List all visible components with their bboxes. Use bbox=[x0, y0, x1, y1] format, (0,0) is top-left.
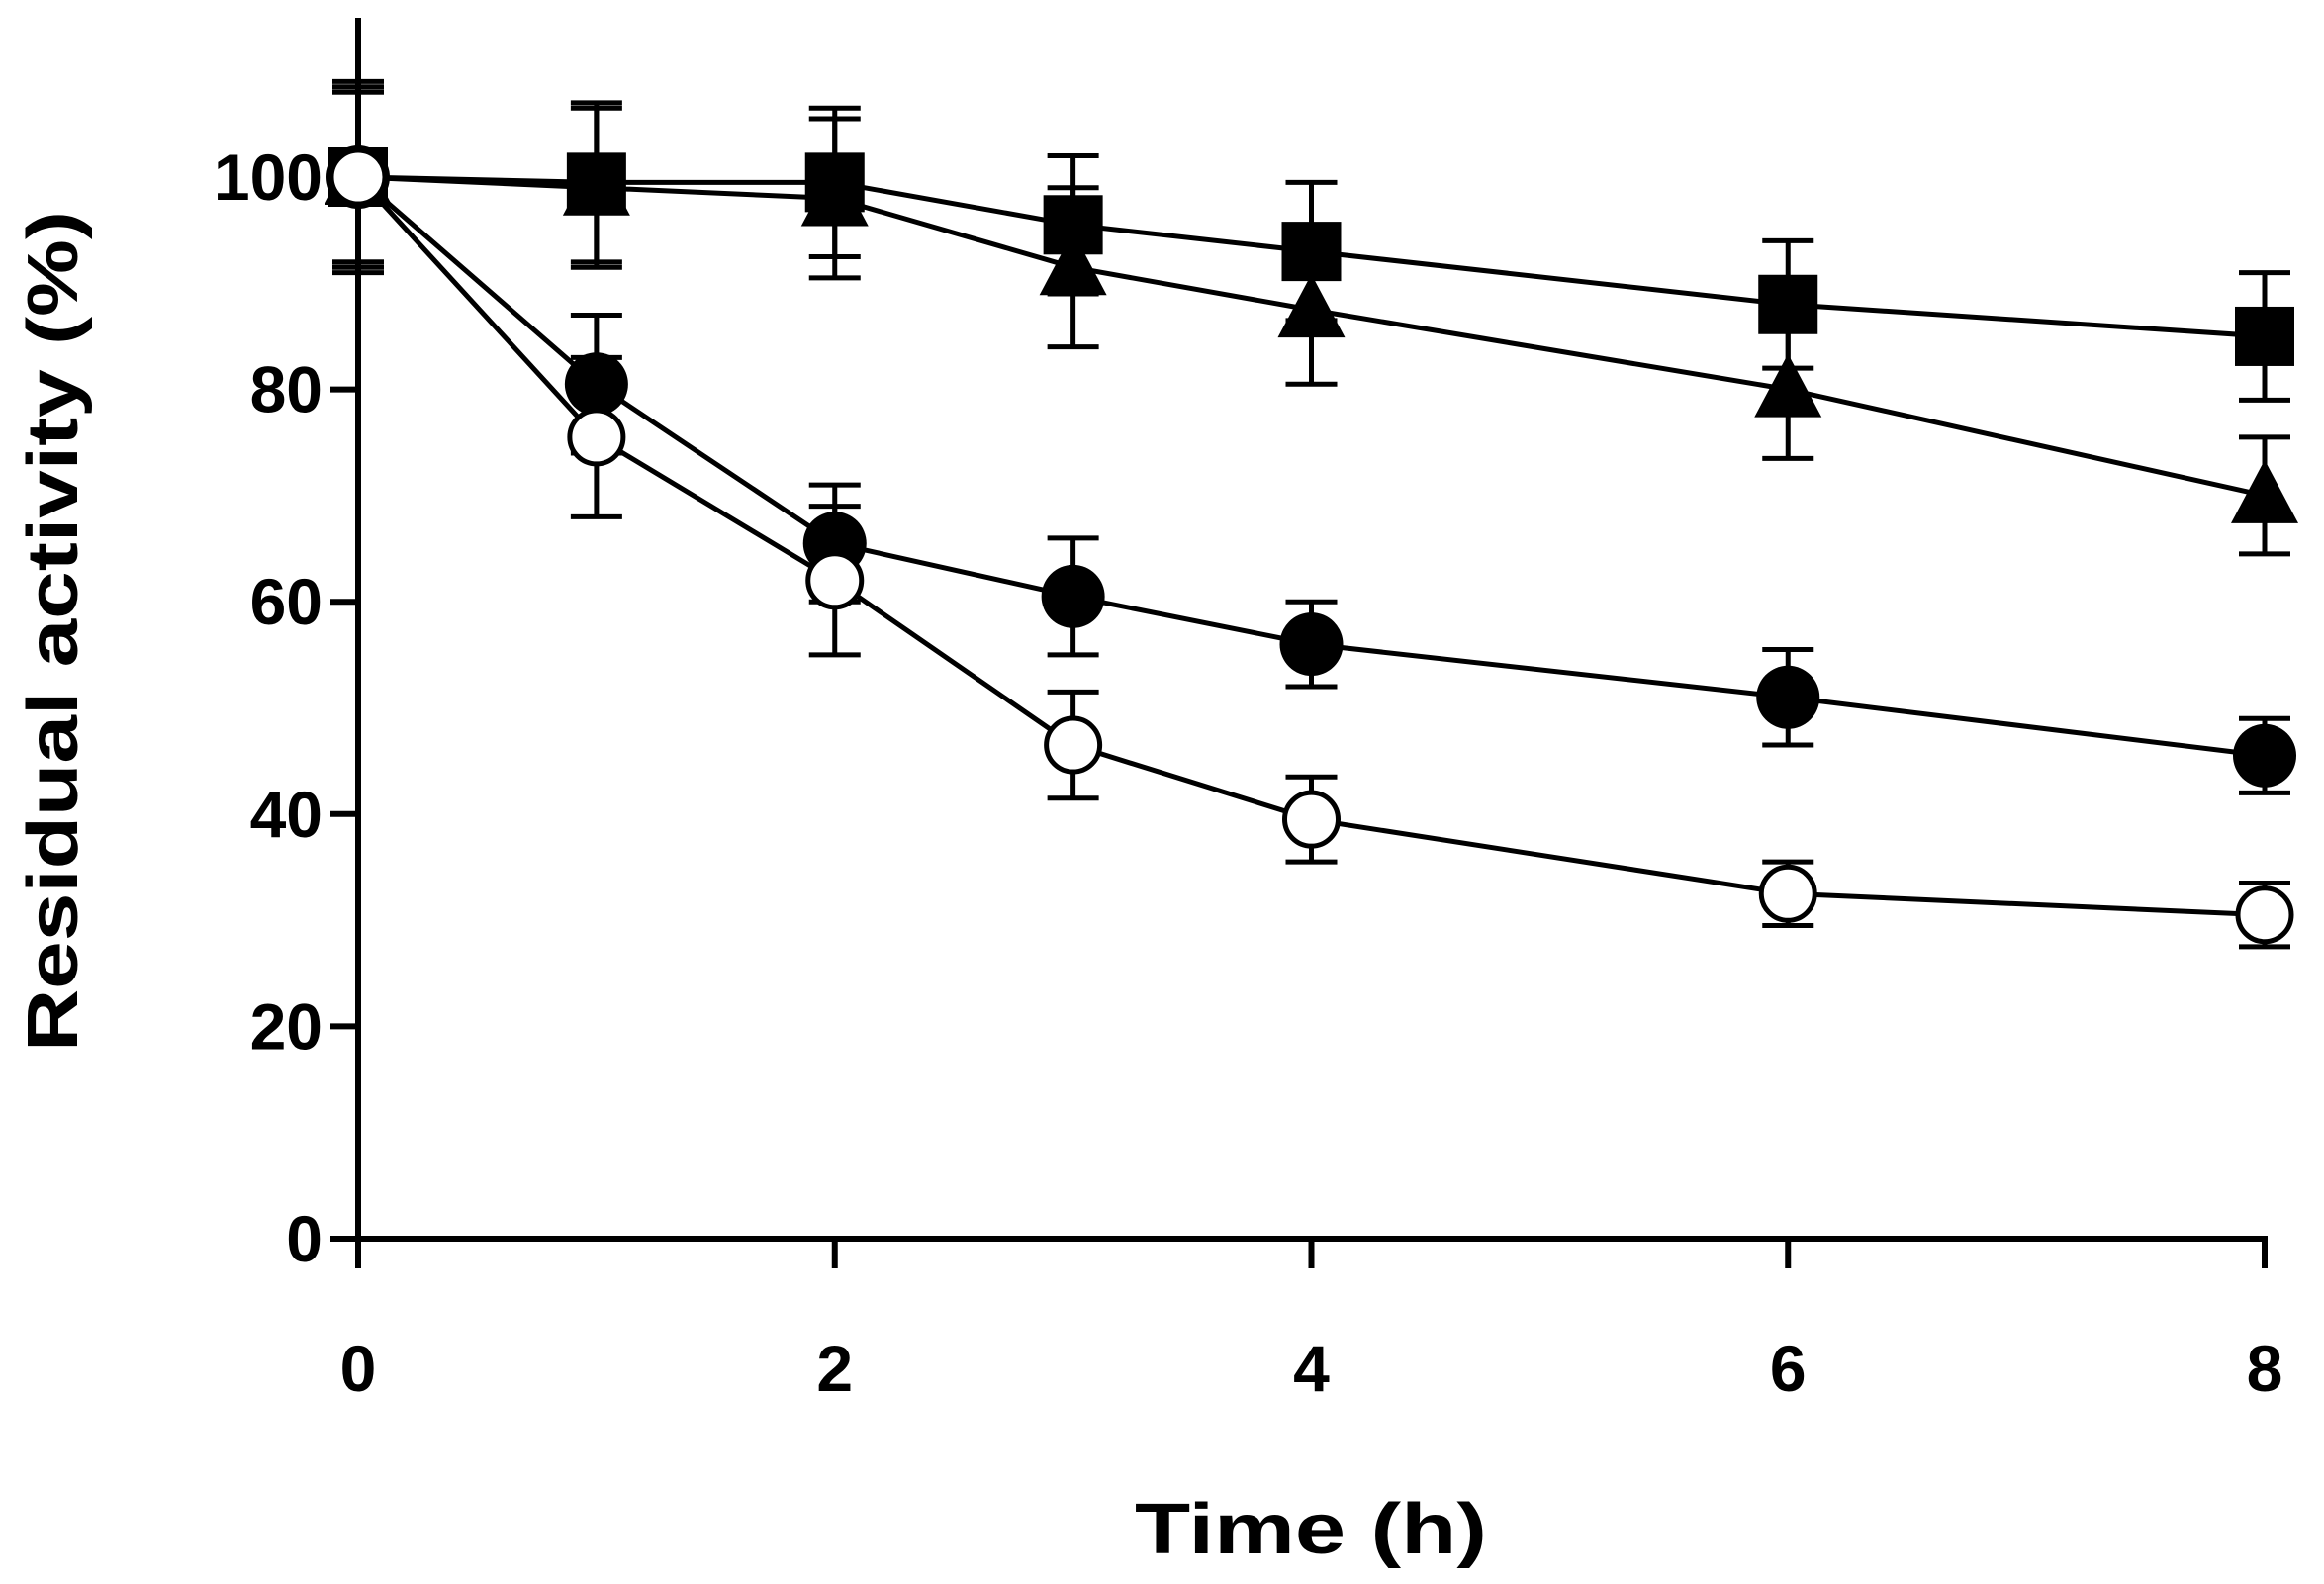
data-point-circle-open bbox=[1282, 790, 1341, 849]
y-axis-label: Residual activity (%) bbox=[14, 211, 93, 1052]
x-axis-label: Time (h) bbox=[1135, 1490, 1487, 1569]
x-tick-label: 2 bbox=[816, 1332, 853, 1405]
y-tick-label: 80 bbox=[250, 353, 323, 426]
axes: 0 20 40 60 80 100 0 2 4 6 8 bbox=[214, 18, 2282, 1405]
data-point-circle-open bbox=[1044, 715, 1103, 775]
data-point-circle-filled bbox=[564, 352, 628, 417]
x-tick-label: 4 bbox=[1293, 1332, 1330, 1405]
data-point-circle-filled bbox=[2233, 723, 2296, 788]
data-point-triangle bbox=[1754, 353, 1822, 418]
y-tick-label: 60 bbox=[250, 565, 323, 638]
x-tick-label: 0 bbox=[340, 1332, 377, 1405]
y-tick-label: 40 bbox=[250, 778, 323, 851]
data-point-circle-filled bbox=[1041, 564, 1105, 628]
x-tick-label: 6 bbox=[1770, 1332, 1807, 1405]
data-point-triangle bbox=[2231, 459, 2298, 523]
data-point-square bbox=[2235, 306, 2294, 366]
data-point-circle-open bbox=[1758, 864, 1817, 923]
data-point-circle-open bbox=[328, 147, 388, 207]
data-point-square bbox=[1281, 222, 1342, 282]
markers bbox=[325, 141, 2298, 945]
data-point-triangle bbox=[1277, 274, 1346, 338]
x-tick-label: 8 bbox=[2247, 1332, 2283, 1405]
y-tick-label: 20 bbox=[250, 989, 323, 1063]
data-point-circle-filled bbox=[1756, 665, 1820, 729]
y-tick-label: 0 bbox=[286, 1202, 323, 1275]
data-point-circle-open bbox=[2235, 885, 2294, 945]
y-tick-label: 100 bbox=[214, 140, 323, 214]
data-point-circle-filled bbox=[1279, 612, 1344, 677]
data-point-triangle bbox=[1039, 232, 1107, 296]
data-point-triangle bbox=[800, 162, 869, 227]
data-point-circle-open bbox=[805, 551, 865, 610]
data-point-square bbox=[1758, 274, 1818, 334]
data-point-circle-open bbox=[567, 408, 626, 467]
data-point-triangle bbox=[562, 151, 630, 216]
